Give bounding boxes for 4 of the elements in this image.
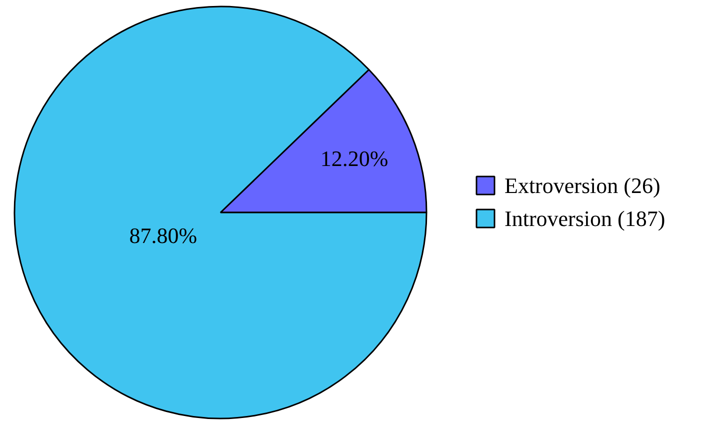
data-label: 87.80% bbox=[129, 223, 198, 248]
data-label: 12.20% bbox=[320, 146, 388, 172]
legend-label: Introversion (187) bbox=[504, 206, 666, 231]
legend-label: Extroversion (26) bbox=[504, 173, 660, 198]
